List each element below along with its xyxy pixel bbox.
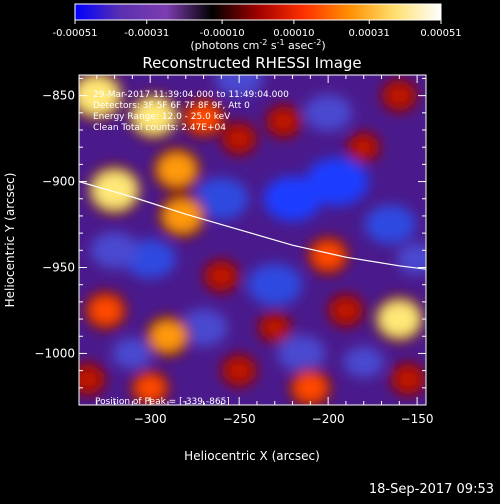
cold-spot xyxy=(305,157,369,206)
colorbar-ticks: -0.00051 -0.00031 -0.00010 0.00010 0.00031 0.… xyxy=(53,20,462,39)
hot-spot xyxy=(79,367,102,391)
x-axis: −300 −250 −200 −150 xyxy=(96,75,434,426)
x-axis-label: Heliocentric X (arcsec) xyxy=(184,449,320,463)
hot-spot xyxy=(207,264,235,288)
colorbar-tick-label: 0.00010 xyxy=(273,28,314,39)
hot-spot xyxy=(311,241,345,270)
x-tick-label: −300 xyxy=(134,412,167,426)
hot-spot xyxy=(262,317,287,338)
x-tick-label: −250 xyxy=(223,412,256,426)
timestamp-footer: 18-Sep-2017 09:53 xyxy=(368,482,494,497)
cold-spot xyxy=(277,335,326,372)
cold-spot xyxy=(247,263,303,306)
colorbar-tick-label: 0.00031 xyxy=(349,28,390,39)
hot-spot xyxy=(79,76,119,115)
chart-title: Reconstructed RHESSI Image xyxy=(142,54,361,72)
hot-spot xyxy=(351,136,376,158)
cold-spot xyxy=(364,204,416,245)
hot-spot xyxy=(293,373,327,402)
hot-spot xyxy=(385,84,413,108)
cold-spot xyxy=(343,346,384,378)
cold-spot xyxy=(396,243,426,275)
hot-spot xyxy=(225,127,253,151)
hot-spot xyxy=(270,109,298,133)
hot-spot xyxy=(187,103,221,133)
colorbar: -0.00051 -0.00031 -0.00010 0.00010 0.00031 0.… xyxy=(53,3,462,52)
info-line-energy: Energy Range: 12.0 - 25.0 keV xyxy=(93,112,231,122)
y-axis: −850 −900 −950 −1000 xyxy=(34,77,426,406)
info-line-time: 29-Mar-2017 11:39:04.000 to 11:49:04.000 xyxy=(93,90,289,100)
hot-spot xyxy=(92,171,137,209)
plot-area: 29-Mar-2017 11:39:04.000 to 11:49:04.000… xyxy=(79,75,426,407)
colorbar-tick-label: -0.00051 xyxy=(53,28,98,39)
cold-spot xyxy=(112,337,153,369)
hot-spot xyxy=(332,299,360,322)
hot-spot xyxy=(133,98,175,134)
x-tick-label: −150 xyxy=(401,412,434,426)
colorbar-gradient xyxy=(74,3,442,21)
hot-spot xyxy=(157,153,196,186)
info-block: 29-Mar-2017 11:39:04.000 to 11:49:04.000… xyxy=(93,90,289,133)
cold-spot xyxy=(304,94,352,132)
hot-spot xyxy=(225,359,253,383)
info-line-detectors: Detectors: 3F 5F 6F 7F 8F 9F, Att 0 xyxy=(93,101,250,111)
colorbar-tick-label: -0.00010 xyxy=(200,28,245,39)
info-line-counts: Clean Total counts: 2.47E+04 xyxy=(93,123,226,133)
y-tick-label: −850 xyxy=(42,89,75,103)
hot-spot xyxy=(150,321,186,352)
hot-spot xyxy=(135,375,166,401)
colorbar-tick-label: 0.00051 xyxy=(420,28,461,39)
cold-spot xyxy=(194,177,249,220)
y-tick-label: −950 xyxy=(42,261,75,275)
hot-spot xyxy=(163,199,202,233)
solar-limb-curve xyxy=(79,181,426,270)
plot-frame xyxy=(78,74,427,406)
y-tick-label: −900 xyxy=(42,175,75,189)
hot-spot xyxy=(89,296,123,325)
hot-spot xyxy=(394,367,422,391)
hot-spot xyxy=(378,301,420,337)
cold-spot xyxy=(263,176,322,222)
x-tick-label: −200 xyxy=(312,412,345,426)
y-tick-label: −1000 xyxy=(34,346,75,360)
colorbar-units: (photons cm-2 s-1 asec-2) xyxy=(190,38,325,52)
cold-spot xyxy=(179,309,228,347)
cold-spot xyxy=(90,232,139,269)
heatmap-spots xyxy=(79,75,426,405)
peak-position-label: Position of Peak = [-339,-865] xyxy=(95,397,230,407)
cold-spot xyxy=(215,75,263,97)
colorbar-tick-label: -0.00031 xyxy=(124,28,169,39)
y-axis-label: Heliocentric Y (arcsec) xyxy=(3,173,17,308)
